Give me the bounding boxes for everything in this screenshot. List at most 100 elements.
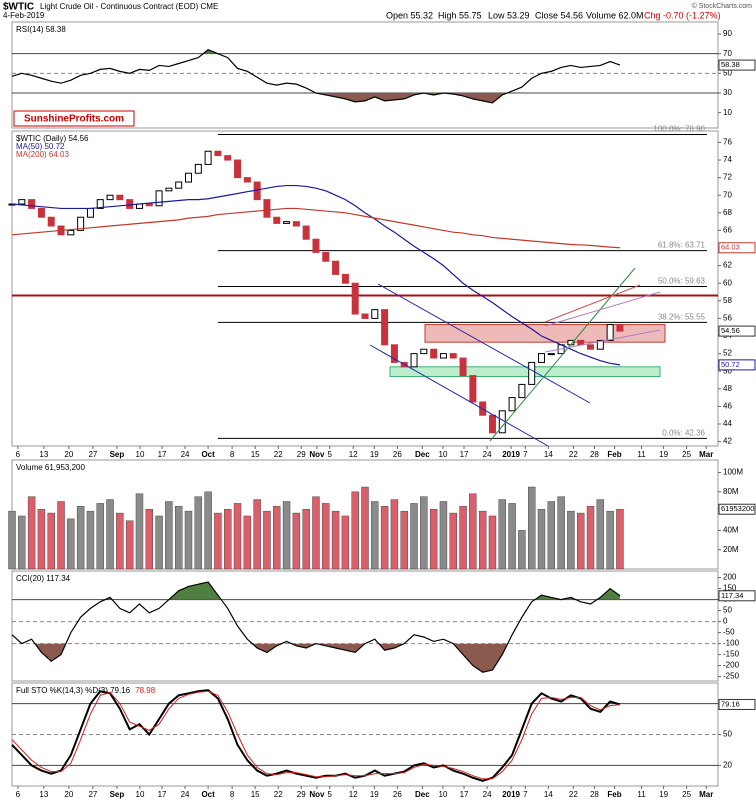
volume-bar: [47, 512, 55, 570]
value-label: 54.56: [721, 326, 740, 335]
date: 4-Feb-2019: [3, 11, 45, 20]
volume-bar: [86, 510, 95, 570]
volume-bar: [18, 515, 26, 570]
x-tick-label: 12: [349, 450, 358, 459]
value-label: 64.03: [721, 243, 740, 252]
volume-bar: [273, 506, 281, 570]
watermark-box: [13, 110, 135, 127]
y-tick-label: 44: [723, 419, 732, 428]
volume-bar: [96, 503, 104, 570]
volume-bar: [488, 515, 497, 570]
x-tick-label: 29: [297, 450, 306, 459]
y-tick-label: 74: [723, 155, 732, 164]
value-label: 61953200: [721, 504, 754, 513]
volume-bar: [459, 506, 467, 570]
candle: [165, 187, 173, 192]
x-tick-label: 22: [569, 790, 578, 799]
y-tick-label: 150: [723, 584, 737, 593]
panel-frame: [11, 130, 719, 447]
volume-bar: [67, 518, 75, 570]
x-tick-label: 11: [637, 790, 646, 799]
x-tick-label: 8: [230, 450, 235, 459]
x-tick-label: 20: [64, 790, 73, 799]
y-tick-label: 68: [723, 208, 732, 217]
fib-label: 50.0%: 59.63: [658, 277, 706, 286]
x-tick-label: Dec: [415, 450, 430, 459]
x-tick-label: Feb: [607, 790, 621, 799]
volume-bar: [439, 501, 448, 570]
x-tick-label: Feb: [607, 450, 621, 459]
x-tick-label: 17: [460, 450, 469, 459]
candle: [332, 260, 340, 275]
y-tick-label: 40M: [723, 526, 739, 535]
x-tick-label: 6: [16, 450, 21, 459]
candle: [312, 238, 320, 253]
volume-bar: [155, 515, 163, 570]
y-tick-label: -50: [723, 628, 735, 637]
x-tick-label: 13: [39, 450, 48, 459]
x-tick-label: 17: [158, 790, 167, 799]
volume-bar: [586, 506, 595, 570]
oversold-fill: [315, 92, 508, 103]
value-box: [718, 590, 756, 602]
price-zone: [389, 366, 661, 377]
trend-line: [377, 283, 591, 404]
x-tick-label: 25: [682, 450, 691, 459]
candle: [587, 344, 595, 350]
value-label: 50.72: [721, 360, 740, 369]
volume-bar: [292, 512, 301, 570]
volume-bar: [184, 510, 193, 570]
x-tick-label: 5: [327, 450, 332, 459]
volume-bar: [527, 486, 536, 570]
volume-bar: [616, 509, 624, 570]
x-tick-label: 28: [590, 450, 599, 459]
volume-bar: [224, 508, 232, 570]
fib-label: 0.0%: 42.36: [662, 429, 705, 438]
value-box: [718, 59, 756, 71]
source: © StockCharts.com: [692, 2, 753, 10]
volume-bar: [508, 503, 516, 570]
y-tick-label: 50: [723, 366, 732, 375]
candle: [116, 194, 124, 201]
candle: [37, 207, 45, 218]
volume-bar: [518, 530, 526, 570]
x-tick-label: 24: [181, 450, 190, 459]
x-tick-label: 24: [181, 790, 190, 799]
x-tick-label: 2019: [502, 790, 520, 799]
oversold-fill: [12, 643, 620, 673]
candle: [469, 375, 477, 403]
volume-bar: [390, 499, 399, 570]
x-tick-label: 22: [274, 790, 283, 799]
candle: [126, 199, 134, 209]
candle: [273, 216, 281, 224]
candle: [145, 203, 153, 207]
stat: Open 55.32: [386, 10, 433, 20]
panel-frame: [11, 21, 719, 129]
y-tick-label: 30: [723, 88, 732, 97]
x-tick-label: 24: [483, 790, 492, 799]
x-tick-label: 13: [39, 790, 48, 799]
trend-line: [544, 291, 661, 327]
volume-bar: [341, 515, 350, 570]
candle: [606, 324, 614, 341]
candle: [96, 199, 104, 209]
x-tick-label: Mar: [699, 450, 713, 459]
value-box: [718, 242, 756, 254]
volume-bar: [498, 499, 506, 570]
volume-bar: [116, 512, 124, 570]
y-tick-label: 72: [723, 173, 732, 182]
x-tick-label: Sep: [110, 790, 125, 799]
x-tick-label: 19: [659, 450, 668, 459]
candle: [214, 150, 222, 157]
value-box: [718, 359, 756, 371]
candle: [204, 150, 212, 165]
volume-bar: [478, 510, 487, 570]
y-tick-label: 80M: [723, 487, 739, 496]
x-tick-label: 2019: [502, 450, 520, 459]
candle: [528, 361, 536, 385]
volume-bar: [194, 496, 203, 570]
volume-bar: [351, 491, 359, 570]
